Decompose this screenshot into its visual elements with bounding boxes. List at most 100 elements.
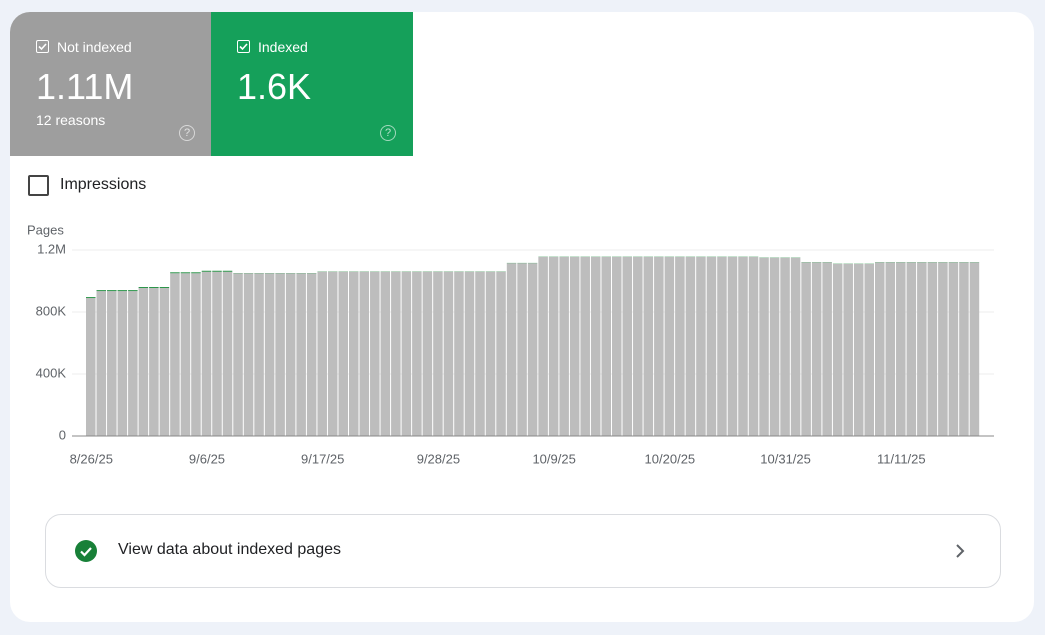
bar: [96, 290, 107, 292]
bar: [422, 271, 433, 436]
bar: [454, 271, 464, 436]
x-tick-label: 9/6/25: [189, 451, 225, 466]
bar: [811, 262, 822, 436]
bar: [327, 271, 338, 436]
bar: [527, 263, 538, 436]
bar: [622, 256, 633, 436]
bar: [275, 273, 285, 436]
bar: [790, 257, 801, 436]
view-data-link[interactable]: View data about indexed pages: [45, 514, 1001, 588]
bar: [149, 287, 159, 436]
checkbox[interactable]: [28, 175, 49, 196]
bar: [180, 272, 191, 274]
bar: [117, 291, 128, 436]
bar: [580, 256, 590, 436]
x-tick-label: 10/31/25: [760, 451, 811, 466]
help-icon[interactable]: ?: [380, 125, 396, 141]
bar: [885, 262, 896, 436]
bar: [412, 271, 422, 436]
bar: [759, 257, 769, 436]
tile-not-indexed[interactable]: Not indexed 1.11M 12 reasons ?: [10, 12, 212, 156]
bar: [664, 256, 675, 436]
bar: [243, 273, 254, 436]
bar: [107, 291, 117, 436]
bar: [538, 256, 548, 436]
bar: [170, 273, 180, 436]
bar: [832, 263, 843, 436]
checkbox-label: Impressions: [60, 176, 147, 193]
bar: [633, 256, 643, 436]
chevron: [956, 544, 965, 558]
bar: [843, 263, 853, 436]
bar: [696, 256, 706, 436]
card: Not indexed 1.11M 12 reasons ? Indexed 1…: [10, 12, 1034, 622]
bar: [159, 287, 170, 436]
tile-indexed[interactable]: Indexed 1.6K ?: [211, 12, 413, 156]
bar: [780, 257, 790, 436]
bar: [506, 263, 517, 436]
bar: [517, 263, 527, 436]
bar: [191, 273, 201, 436]
bar: [306, 273, 317, 436]
bar: [496, 271, 506, 436]
chart: Pages 0 400K 800K 1.2M 8/26/25 9/6/25 9/17/25 9…: [27, 222, 994, 466]
bar: [475, 271, 485, 436]
bar: [864, 263, 874, 436]
y-tick-label: 800K: [36, 303, 67, 318]
bar: [738, 256, 748, 436]
x-tick-label: 10/20/25: [645, 451, 696, 466]
bar: [317, 271, 327, 436]
bar: [801, 262, 811, 436]
bar: [906, 262, 917, 436]
bar: [969, 262, 980, 436]
bar: [896, 262, 906, 436]
bar: [485, 271, 496, 436]
bar: [853, 263, 864, 436]
bar: [370, 271, 380, 436]
bar: [685, 256, 696, 436]
bar: [107, 290, 117, 292]
x-tick-label: 11/11/25: [877, 451, 926, 466]
bar: [654, 256, 664, 436]
checkbox[interactable]: [237, 40, 250, 53]
y-tick-label: 1.2M: [37, 241, 66, 256]
help-icon[interactable]: ?: [179, 125, 195, 141]
bar: [959, 262, 969, 436]
bar: [391, 271, 401, 436]
bar: [559, 256, 569, 436]
bar: [380, 271, 391, 436]
bar: [443, 271, 454, 436]
bar: [138, 287, 149, 436]
bar: [170, 272, 180, 274]
bar: [128, 291, 138, 436]
bar: [149, 287, 159, 288]
bar: [643, 256, 654, 436]
bar: [706, 256, 717, 436]
bar: [212, 271, 222, 436]
bar: [769, 257, 780, 436]
bar: [191, 272, 201, 274]
bar: [222, 271, 233, 436]
bar: [433, 271, 443, 436]
x-tick-label: 9/28/25: [417, 451, 460, 466]
bar: [254, 273, 264, 436]
bar: [822, 262, 832, 436]
checkbox[interactable]: [36, 40, 49, 53]
bar: [138, 287, 149, 288]
bar: [159, 287, 170, 288]
bar: [927, 262, 938, 436]
bar: [548, 256, 559, 436]
bar: [128, 290, 138, 292]
tile-value: 1.6K: [237, 66, 312, 107]
y-tick-label: 400K: [36, 365, 67, 380]
bar: [875, 262, 885, 436]
bar: [917, 262, 927, 436]
bar: [233, 273, 243, 436]
bar: [201, 270, 212, 272]
bar: [222, 270, 233, 272]
bar: [201, 271, 212, 436]
x-tick-label: 8/26/25: [70, 451, 113, 466]
bar: [401, 271, 412, 436]
x-tick-label: 9/17/25: [301, 451, 344, 466]
bar: [86, 297, 96, 299]
